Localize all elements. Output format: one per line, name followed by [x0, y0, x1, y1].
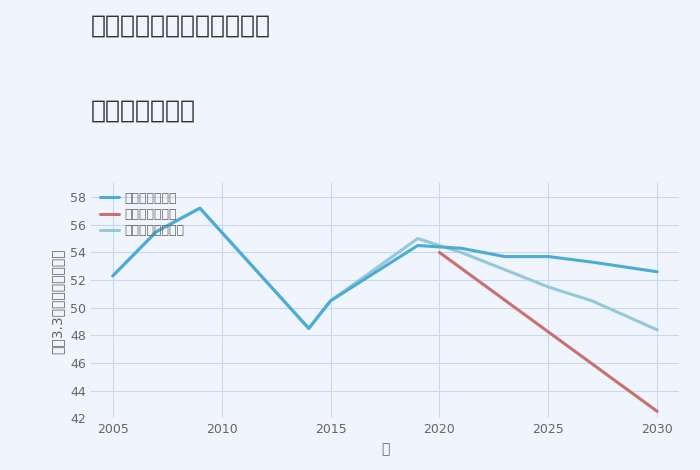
ノーマルシナリオ: [304, 326, 313, 331]
グッドシナリオ: [196, 205, 204, 211]
ノーマルシナリオ: [326, 298, 335, 304]
Line: グッドシナリオ: グッドシナリオ: [113, 208, 657, 329]
Line: バッドシナリオ: バッドシナリオ: [440, 252, 657, 411]
ノーマルシナリオ: [457, 250, 466, 255]
ノーマルシナリオ: [414, 236, 422, 242]
バッドシナリオ: [653, 408, 662, 414]
Y-axis label: 平（3.3㎡）単価（万円）: 平（3.3㎡）単価（万円）: [50, 248, 64, 353]
X-axis label: 年: 年: [381, 442, 389, 456]
グッドシナリオ: [326, 298, 335, 304]
ノーマルシナリオ: [108, 273, 117, 279]
グッドシナリオ: [653, 269, 662, 274]
グッドシナリオ: [588, 259, 596, 265]
グッドシナリオ: [108, 273, 117, 279]
ノーマルシナリオ: [196, 205, 204, 211]
Text: 土地の価格推移: 土地の価格推移: [91, 99, 196, 123]
グッドシナリオ: [457, 245, 466, 251]
グッドシナリオ: [152, 229, 160, 235]
ノーマルシナリオ: [588, 298, 596, 304]
Legend: グッドシナリオ, バッドシナリオ, ノーマルシナリオ: グッドシナリオ, バッドシナリオ, ノーマルシナリオ: [97, 189, 188, 240]
グッドシナリオ: [304, 326, 313, 331]
Line: ノーマルシナリオ: ノーマルシナリオ: [113, 208, 657, 330]
ノーマルシナリオ: [653, 327, 662, 333]
グッドシナリオ: [414, 243, 422, 248]
Text: 大阪府東大阪市花園西町の: 大阪府東大阪市花園西町の: [91, 14, 271, 38]
グッドシナリオ: [500, 254, 509, 259]
ノーマルシナリオ: [544, 284, 552, 290]
ノーマルシナリオ: [152, 229, 160, 235]
グッドシナリオ: [544, 254, 552, 259]
バッドシナリオ: [435, 250, 444, 255]
